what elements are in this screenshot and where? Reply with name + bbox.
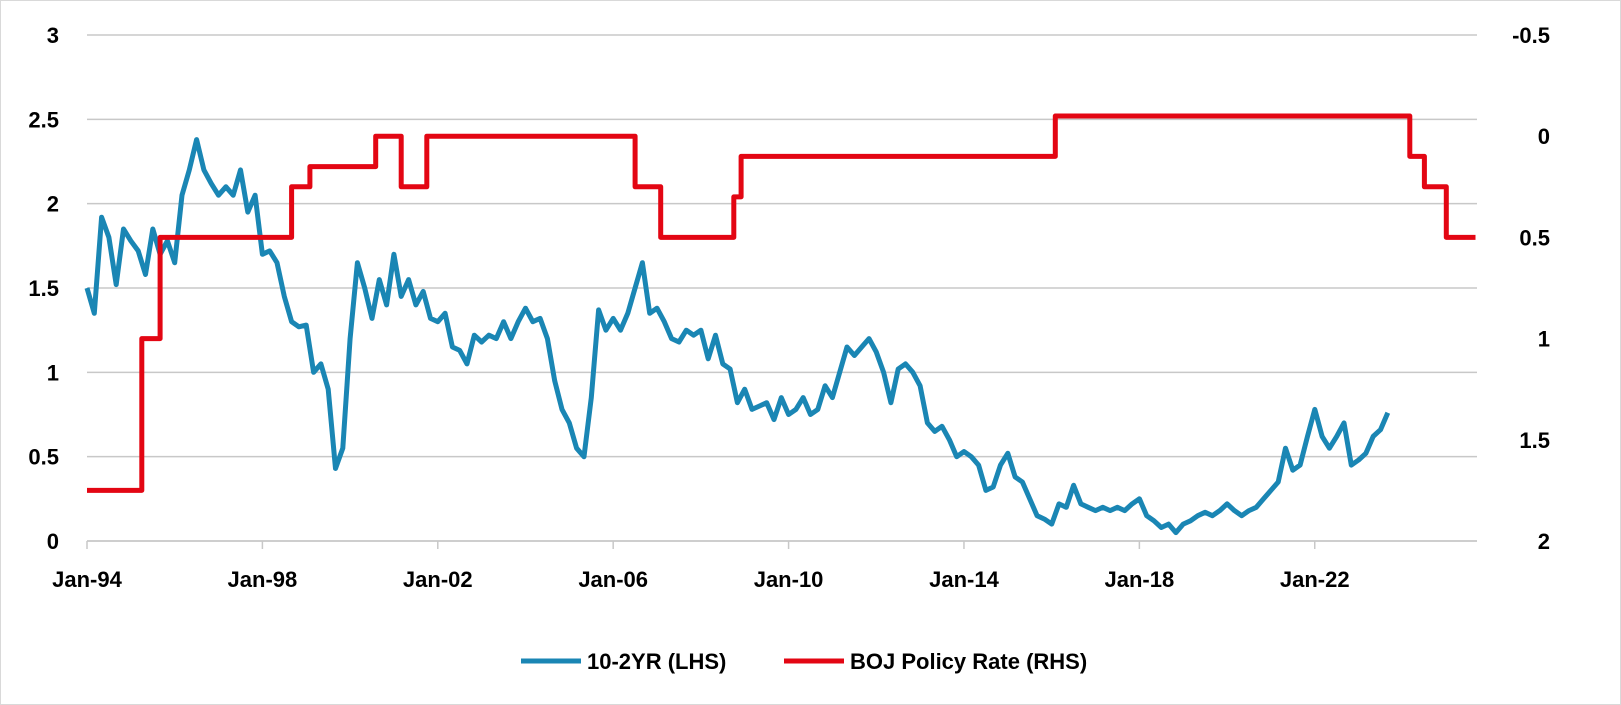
left-tick-label: 0 bbox=[47, 529, 59, 554]
right-tick-label: 1 bbox=[1538, 327, 1550, 352]
right-tick-label: -0.5 bbox=[1512, 23, 1550, 48]
right-tick-label: 2 bbox=[1538, 529, 1550, 554]
x-tick-label: Jan-18 bbox=[1105, 567, 1175, 592]
right-y-axis: -0.5 0 0.5 1 1.5 2 bbox=[1512, 23, 1550, 554]
x-tick-label: Jan-22 bbox=[1280, 567, 1350, 592]
legend-label: 10-2YR (LHS) bbox=[587, 649, 726, 674]
x-tick-label: Jan-10 bbox=[754, 567, 824, 592]
legend: 10-2YR (LHS) BOJ Policy Rate (RHS) bbox=[521, 649, 1087, 674]
series-line-1 bbox=[84, 137, 1391, 536]
gridlines bbox=[87, 34, 1477, 542]
left-tick-label: 3 bbox=[47, 23, 59, 48]
left-tick-label: 0.5 bbox=[28, 445, 59, 470]
x-tick-label: Jan-94 bbox=[52, 567, 122, 592]
right-tick-label: 0.5 bbox=[1519, 225, 1550, 250]
x-axis: Jan-94 Jan-98 Jan-02 Jan-06 Jan-10 Jan-14 Jan-… bbox=[52, 540, 1477, 592]
left-tick-label: 2 bbox=[47, 192, 59, 217]
right-tick-label: 1.5 bbox=[1519, 428, 1550, 453]
series-line-2 bbox=[87, 113, 1476, 493]
series-layer bbox=[84, 113, 1476, 536]
left-tick-label: 1.5 bbox=[28, 276, 59, 301]
legend-label: BOJ Policy Rate (RHS) bbox=[850, 649, 1087, 674]
left-tick-label: 1 bbox=[47, 360, 59, 385]
x-tick-label: Jan-98 bbox=[228, 567, 298, 592]
x-tick-label: Jan-02 bbox=[403, 567, 473, 592]
x-tick-label: Jan-06 bbox=[578, 567, 648, 592]
right-tick-label: 0 bbox=[1538, 124, 1550, 149]
left-tick-label: 2.5 bbox=[28, 107, 59, 132]
x-tick-label: Jan-14 bbox=[929, 567, 999, 592]
left-y-axis: 0 0.5 1 1.5 2 2.5 3 bbox=[28, 23, 59, 554]
